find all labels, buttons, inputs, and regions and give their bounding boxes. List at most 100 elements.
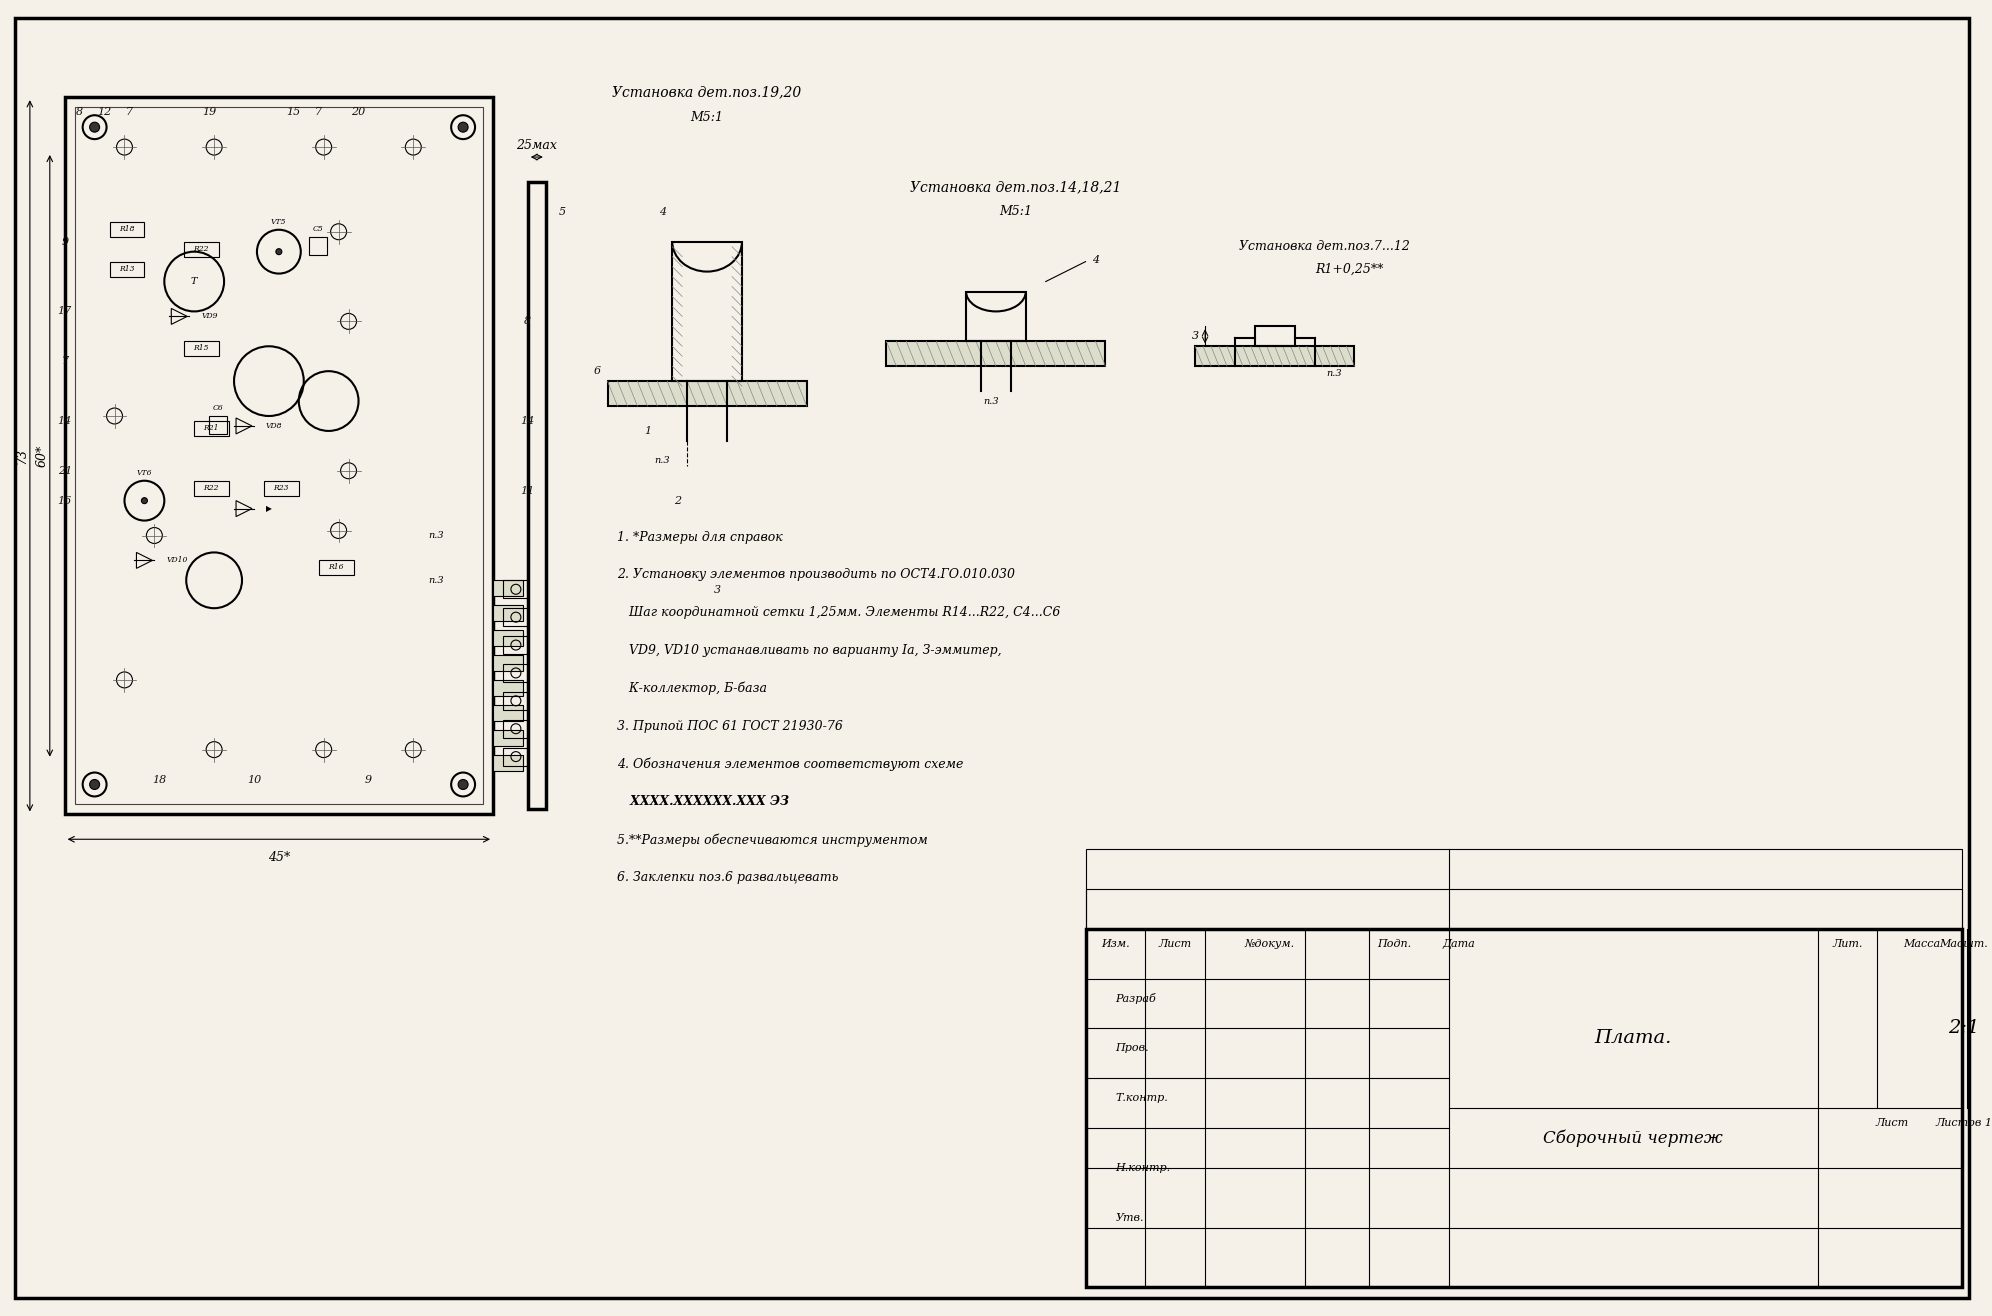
Text: Плата.: Плата. <box>1596 1029 1671 1048</box>
Text: 16: 16 <box>58 496 72 505</box>
Bar <box>74 108 482 804</box>
Bar <box>502 720 528 738</box>
Circle shape <box>458 122 468 132</box>
Bar <box>263 480 299 496</box>
Bar <box>309 237 327 255</box>
Text: 25мах: 25мах <box>516 138 558 151</box>
Bar <box>183 242 219 257</box>
Bar <box>502 608 528 626</box>
Text: R1+0,25**: R1+0,25** <box>1315 263 1384 276</box>
Text: VD10: VD10 <box>165 557 187 565</box>
Text: Разраб: Разраб <box>1116 994 1155 1004</box>
Bar <box>502 636 528 654</box>
Text: 5.**Размеры обеспечиваются инструментом: 5.**Размеры обеспечиваются инструментом <box>618 833 928 846</box>
Text: Лит.: Лит. <box>1833 938 1863 949</box>
Text: 11: 11 <box>520 486 536 496</box>
Text: 2:1: 2:1 <box>1948 1020 1980 1037</box>
Text: п.3: п.3 <box>984 396 998 405</box>
Bar <box>193 421 229 436</box>
Text: Пров.: Пров. <box>1116 1044 1149 1053</box>
Circle shape <box>90 122 100 132</box>
Text: 14: 14 <box>520 416 536 426</box>
Text: 1. *Размеры для справок: 1. *Размеры для справок <box>618 530 783 544</box>
Text: Подп.: Подп. <box>1376 938 1412 949</box>
Bar <box>319 561 353 575</box>
Bar <box>1255 326 1295 346</box>
Text: п.3: п.3 <box>428 576 444 584</box>
Text: 6: 6 <box>594 366 602 376</box>
Bar <box>492 605 522 621</box>
Text: 7: 7 <box>62 357 68 366</box>
Text: 21: 21 <box>58 466 72 476</box>
Bar <box>886 341 1106 366</box>
Bar <box>492 754 522 771</box>
Circle shape <box>458 779 468 790</box>
Bar <box>193 480 229 496</box>
Text: Шаг координатной сетки 1,25мм. Элементы R14...R22, С4...С6: Шаг координатной сетки 1,25мм. Элементы … <box>618 607 1062 620</box>
Bar <box>608 382 807 407</box>
Text: 3. Припой ПОС 61 ГОСТ 21930-76: 3. Припой ПОС 61 ГОСТ 21930-76 <box>618 720 843 733</box>
Bar <box>966 292 1026 341</box>
Text: п.3: п.3 <box>428 530 444 540</box>
Bar <box>502 747 528 766</box>
Text: 9: 9 <box>62 237 68 246</box>
Bar <box>1086 849 1962 929</box>
Text: 18: 18 <box>151 775 167 784</box>
Text: 3: 3 <box>1191 332 1199 341</box>
Text: Сборочный чертеж: Сборочный чертеж <box>1544 1129 1723 1146</box>
Bar <box>502 665 528 682</box>
Circle shape <box>90 779 100 790</box>
Text: 5: 5 <box>560 207 566 217</box>
Text: 6. Заклепки поз.6 развальцевать: 6. Заклепки поз.6 развальцевать <box>618 871 839 884</box>
Text: Лист: Лист <box>1876 1119 1908 1128</box>
Text: ▶: ▶ <box>265 504 271 513</box>
Text: ХХХХ.XXXXXX.ХХХ ЭЗ: ХХХХ.XXXXXX.ХХХ ЭЗ <box>618 795 789 808</box>
Text: 15: 15 <box>287 107 301 117</box>
Text: М5:1: М5:1 <box>691 111 723 124</box>
Text: Листов 1: Листов 1 <box>1936 1119 1992 1128</box>
Bar <box>492 705 522 721</box>
Circle shape <box>141 497 147 504</box>
Text: Лист: Лист <box>1159 938 1191 949</box>
Bar <box>183 341 219 357</box>
Text: VT6: VT6 <box>137 468 151 476</box>
Bar <box>492 680 522 696</box>
Text: VD8: VD8 <box>265 422 283 430</box>
Text: R15: R15 <box>193 345 209 353</box>
Text: 7: 7 <box>125 107 133 117</box>
Bar <box>492 729 522 746</box>
Bar <box>502 580 528 599</box>
Bar <box>492 655 522 671</box>
Text: R18: R18 <box>120 225 133 233</box>
Bar <box>492 630 522 646</box>
Text: Масса: Масса <box>1904 938 1940 949</box>
Text: Установка дет.поз.14,18,21: Установка дет.поз.14,18,21 <box>910 180 1121 193</box>
Text: VD9: VD9 <box>201 312 217 320</box>
Text: 9: 9 <box>365 775 373 784</box>
Text: 2: 2 <box>673 496 681 505</box>
Text: Установка дет.поз.7...12: Установка дет.поз.7...12 <box>1239 241 1410 253</box>
Text: R13: R13 <box>120 265 133 272</box>
Text: 4: 4 <box>1092 254 1100 265</box>
Text: №докум.: №докум. <box>1245 938 1295 949</box>
Text: 19: 19 <box>201 107 217 117</box>
Text: 73: 73 <box>16 447 28 463</box>
Text: 8: 8 <box>524 316 532 326</box>
Text: 4. Обозначения элементов соответствуют схеме: 4. Обозначения элементов соответствуют с… <box>618 758 964 771</box>
Text: Установка дет.поз.19,20: Установка дет.поз.19,20 <box>612 86 801 99</box>
Text: R22: R22 <box>203 484 219 492</box>
Text: Утв.: Утв. <box>1116 1213 1143 1223</box>
Text: 3: 3 <box>713 586 721 595</box>
Text: Н.контр.: Н.контр. <box>1116 1163 1171 1173</box>
Text: 17: 17 <box>58 307 72 316</box>
Bar <box>209 416 227 434</box>
Text: R21: R21 <box>203 424 219 432</box>
Text: Дата: Дата <box>1442 938 1476 949</box>
Text: R22: R22 <box>193 245 209 253</box>
Bar <box>1086 890 1962 929</box>
Text: Т: Т <box>191 278 197 286</box>
Text: 60*: 60* <box>36 445 48 467</box>
Text: 1: 1 <box>643 426 651 436</box>
Text: 20: 20 <box>351 107 367 117</box>
Text: 12: 12 <box>98 107 112 117</box>
